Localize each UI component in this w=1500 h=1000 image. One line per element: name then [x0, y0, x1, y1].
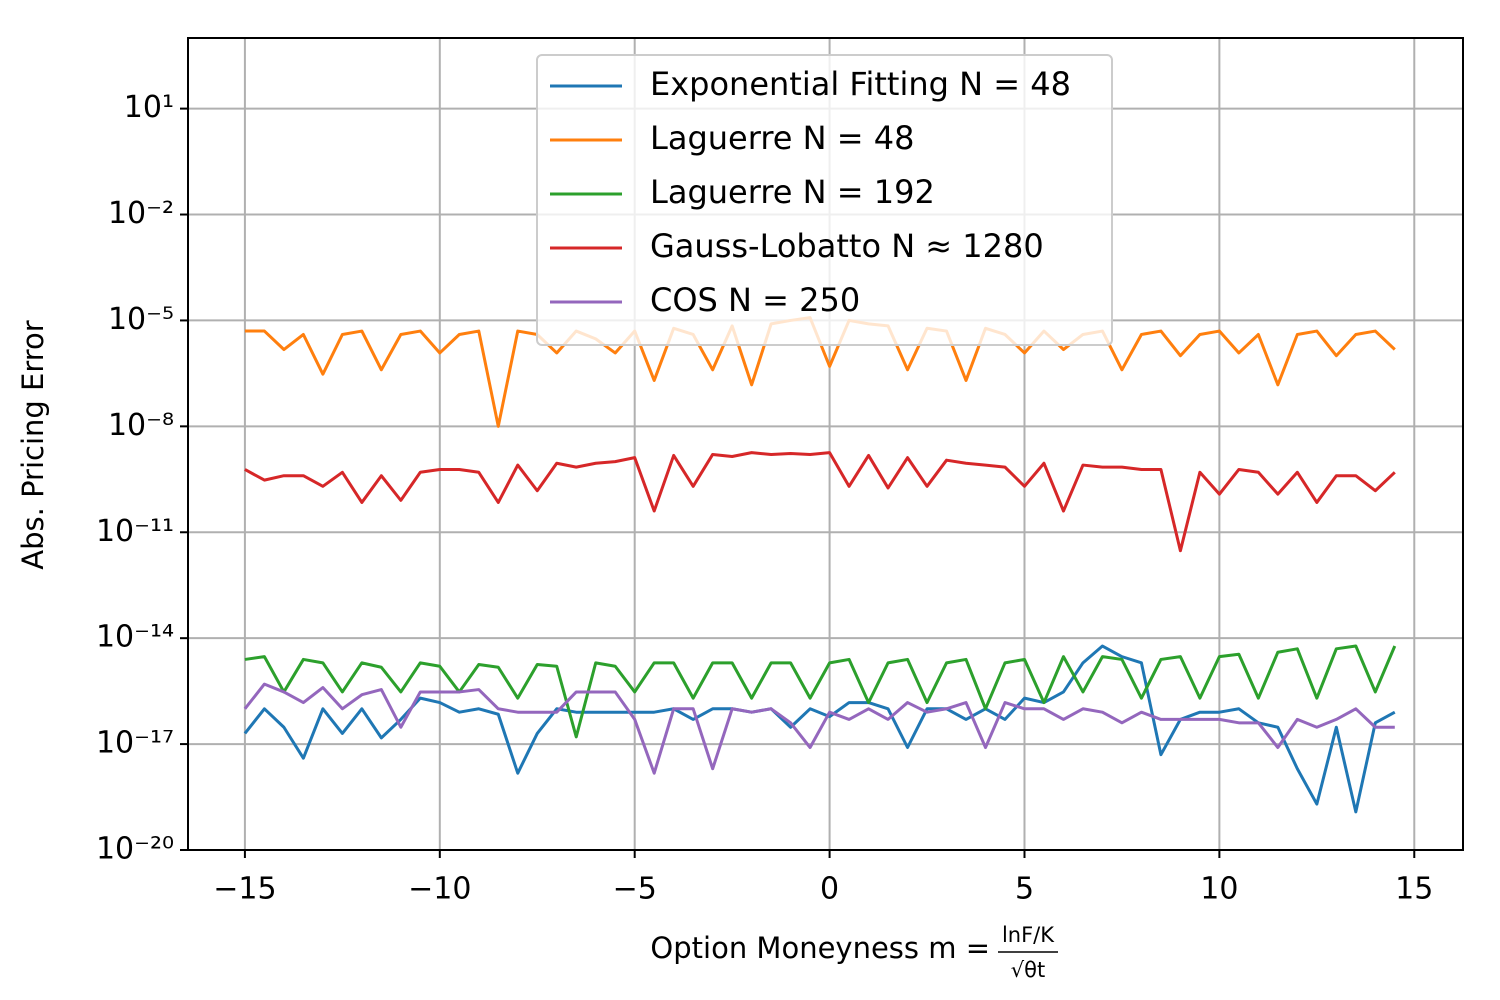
y-tick-label: 10⁻¹¹: [96, 514, 174, 549]
y-tick-label: 10⁻⁵: [108, 302, 174, 337]
y-tick-label: 10⁻²⁰: [96, 832, 174, 867]
y-tick-label: 10¹: [124, 90, 174, 125]
x-axis-label: Option Moneyness m =: [650, 931, 990, 965]
legend-label: Laguerre N = 192: [650, 173, 935, 211]
series-line: [244, 451, 1396, 553]
legend-box: [536, 54, 1113, 346]
x-tick-label: −10: [408, 872, 471, 907]
y-axis-label: Abs. Pricing Error: [16, 320, 50, 570]
legend-label: Exponential Fitting N = 48: [650, 65, 1071, 103]
y-tick-label: 10⁻¹⁴: [96, 620, 174, 655]
legend-label: Laguerre N = 48: [650, 119, 914, 157]
x-axis-label-denominator: √θt: [1011, 958, 1045, 982]
x-tick-label: 0: [820, 872, 839, 907]
x-tick-label: 15: [1395, 872, 1433, 907]
series-line: [243, 644, 1396, 814]
x-tick-label: 10: [1200, 872, 1238, 907]
y-tick-label: 10⁻²: [108, 196, 174, 231]
plot-frame: [187, 37, 1464, 851]
x-axis-label-numerator: lnF/K: [1002, 923, 1055, 947]
x-tick-label: −5: [613, 872, 657, 907]
legend-label: COS N = 250: [650, 281, 860, 319]
x-tick-label: −15: [213, 872, 276, 907]
legend-label: Gauss-Lobatto N ≈ 1280: [650, 227, 1044, 265]
series-line: [244, 644, 1397, 739]
y-tick-label: 10⁻¹⁷: [96, 726, 174, 761]
x-tick-label: 5: [1015, 872, 1034, 907]
y-tick-label: 10⁻⁸: [108, 408, 174, 443]
series-line: [243, 682, 1395, 775]
legend: Exponential Fitting N = 48 Laguerre N = 4…: [536, 54, 1113, 346]
axes: −15 −10 −5 0 5 10 15 10¹ 10⁻² 10⁻⁵ 10⁻⁸ 10⁻¹¹ 10⁻¹⁴ 1…: [96, 90, 1433, 906]
